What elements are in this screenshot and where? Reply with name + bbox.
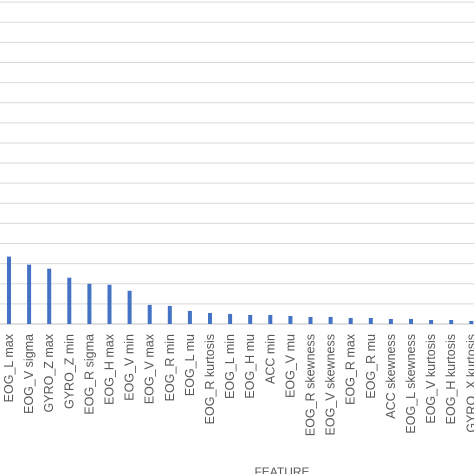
bar [147,304,152,324]
bar [167,305,172,324]
x-tick-label: EOG_R mu [364,334,378,399]
x-tick-label: GYRO_Z max [42,333,56,412]
x-axis-title: FEATURE [254,465,309,474]
x-tick-label: EOG_H max [103,333,117,405]
x-tick-label: EOG_V min [123,334,137,401]
x-tick-labels: EOG_L max EOG_V sigma GYRO_Z max GYRO_Z min… [2,333,474,436]
bar [388,318,393,324]
gridlines [0,1,474,305]
x-tick-label: EOG_L mu [183,334,197,396]
bar [87,283,92,324]
x-tick-label: EOG_H mu [243,334,257,399]
x-tick-label: EOG_R min [163,334,177,401]
x-tick-label: EOG_R kurtosis [203,334,217,424]
bar [27,264,32,324]
x-tick-label: EOG_R skewness [304,334,318,436]
bar [187,310,192,324]
bar [228,313,233,324]
x-tick-label: EOG_H kurtosis [444,334,458,424]
bar [67,277,72,324]
bar [368,317,373,324]
bar [268,314,273,324]
x-tick-label: EOG_R max [344,333,358,405]
x-tick-label: EOG_L min [223,334,237,399]
x-tick-label: ACC skewness [384,334,398,419]
x-tick-label: ACC min [263,334,277,384]
x-tick-label: EOG_V max [143,333,157,404]
x-tick-label: EOG_L skewness [404,334,418,434]
x-tick-label: EOG_V skewness [324,334,338,435]
bars [7,256,474,324]
bar [7,256,11,324]
x-tick-label: EOG_V kurtosis [424,334,438,424]
bar [208,312,212,324]
bar [248,314,253,324]
bar [47,268,52,324]
bar [328,316,333,324]
bar [429,319,434,324]
x-tick-label: EOG_R sigma [82,334,96,415]
bar [449,319,454,324]
x-tick-label: GYRO_Z min [62,334,76,409]
bar [409,318,413,324]
bar [107,284,112,324]
bar [127,290,132,324]
x-tick-label: EOG_V mu [283,334,297,398]
bar [288,315,293,324]
x-tick-label: EOG_V sigma [22,334,36,414]
bar [348,317,353,324]
x-tick-label: GYRO_X kurtosis [464,334,474,433]
bar [469,320,474,324]
bar [308,316,313,324]
x-tick-label: EOG_L max [2,333,16,402]
